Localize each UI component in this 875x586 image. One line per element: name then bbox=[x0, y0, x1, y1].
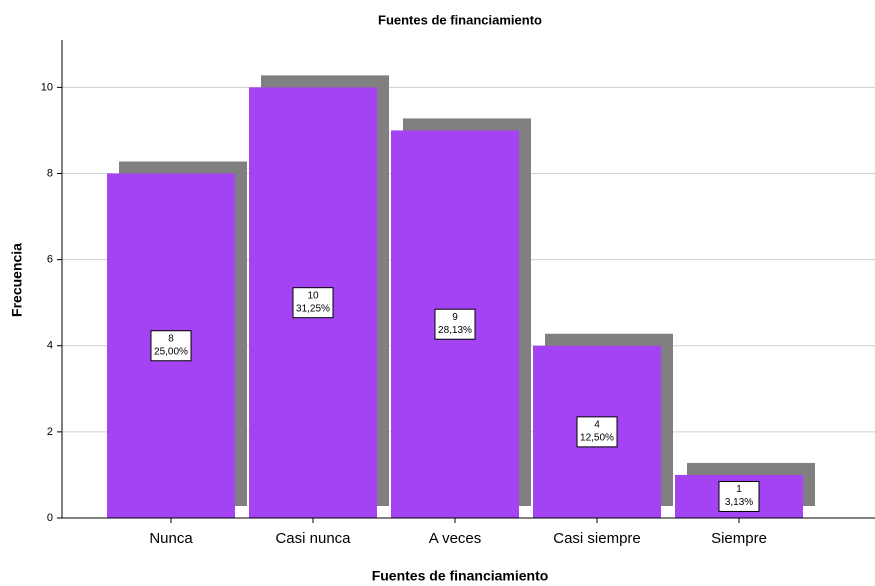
data-label-percent: 28,13% bbox=[438, 325, 472, 336]
data-label-percent: 12,50% bbox=[580, 433, 614, 444]
data-label-count: 9 bbox=[452, 312, 458, 323]
y-tick-label: 8 bbox=[47, 167, 53, 179]
x-axis-label: Fuentes de financiamiento bbox=[372, 568, 549, 584]
data-label-box bbox=[150, 330, 192, 362]
x-tick-label: Nunca bbox=[149, 530, 193, 547]
data-label-count: 10 bbox=[307, 290, 319, 301]
y-tick-label: 0 bbox=[47, 512, 53, 524]
data-label-percent: 25,00% bbox=[154, 346, 188, 357]
data-label-count: 8 bbox=[168, 333, 174, 344]
y-tick-label: 6 bbox=[47, 254, 53, 266]
data-label-box bbox=[434, 308, 476, 340]
y-axis-label: Frecuencia bbox=[9, 243, 25, 317]
x-tick-label: A veces bbox=[429, 530, 482, 547]
y-tick-label: 2 bbox=[47, 426, 53, 438]
data-label-box bbox=[576, 416, 618, 448]
x-tick-label: Siempre bbox=[711, 530, 767, 547]
data-label-percent: 31,25% bbox=[296, 303, 330, 314]
chart-title: Fuentes de financiamiento bbox=[378, 12, 542, 27]
y-tick-label: 4 bbox=[47, 340, 53, 352]
y-tick-label: 10 bbox=[41, 81, 53, 93]
data-label-percent: 3,13% bbox=[725, 497, 753, 508]
data-label-count: 1 bbox=[736, 484, 742, 495]
data-label-box bbox=[718, 480, 760, 512]
data-label-box bbox=[292, 287, 334, 319]
x-tick-label: Casi nunca bbox=[275, 530, 351, 547]
x-tick-label: Casi siempre bbox=[553, 530, 641, 547]
data-label-count: 4 bbox=[594, 420, 600, 431]
